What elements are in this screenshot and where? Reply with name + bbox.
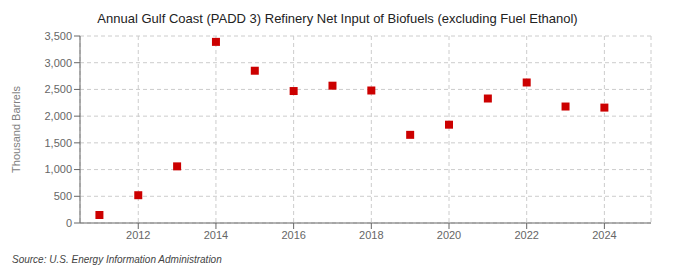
svg-text:2018: 2018 xyxy=(359,229,383,241)
svg-text:3,000: 3,000 xyxy=(44,57,72,69)
svg-text:Thousand Barrels: Thousand Barrels xyxy=(10,86,22,173)
svg-text:2024: 2024 xyxy=(592,229,616,241)
svg-text:2016: 2016 xyxy=(281,229,305,241)
html-text:Source: U.S. Energy Informatio: Source: U.S. Energy Information Administ… xyxy=(12,254,222,265)
svg-text:3,500: 3,500 xyxy=(44,30,72,42)
svg-text:500: 500 xyxy=(54,190,72,202)
svg-text:2020: 2020 xyxy=(437,229,461,241)
html-text:Annual Gulf Coast (PADD 3) Ref: Annual Gulf Coast (PADD 3) Refinery Net … xyxy=(97,11,578,26)
svg-text:2,000: 2,000 xyxy=(44,110,72,122)
svg-text:0: 0 xyxy=(66,217,72,229)
svg-text:2012: 2012 xyxy=(126,229,150,241)
svg-text:2014: 2014 xyxy=(204,229,228,241)
svg-text:2,500: 2,500 xyxy=(44,83,72,95)
svg-text:1,500: 1,500 xyxy=(44,137,72,149)
svg-text:2022: 2022 xyxy=(514,229,538,241)
svg-text:1,000: 1,000 xyxy=(44,163,72,175)
